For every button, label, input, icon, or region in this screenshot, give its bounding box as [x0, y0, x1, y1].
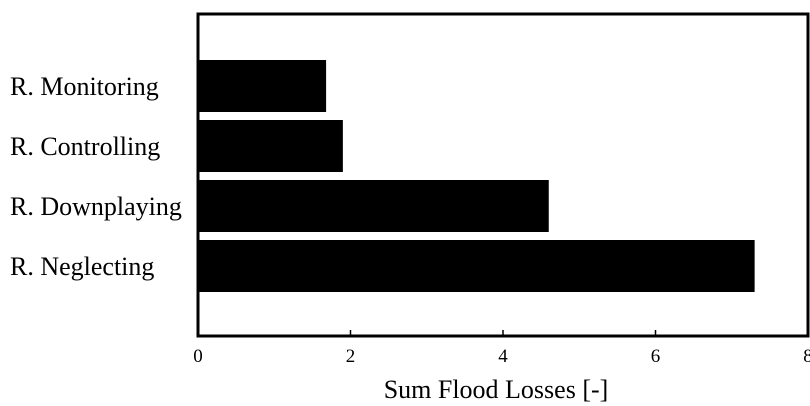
- bars-group: [198, 60, 755, 292]
- x-tick-label: 2: [346, 346, 356, 367]
- x-tick-label: 4: [498, 346, 508, 367]
- category-labels: R. Monitoring R. Controlling R. Downplayin…: [10, 72, 182, 281]
- x-tick-label: 6: [651, 346, 661, 367]
- category-label: R. Controlling: [10, 132, 160, 161]
- bar-r-monitoring: [198, 60, 327, 112]
- x-axis-title: Sum Flood Losses [-]: [384, 375, 609, 404]
- x-tick-label: 8: [803, 346, 810, 367]
- category-label: R. Neglecting: [10, 252, 154, 281]
- plot-frame: [196, 12, 810, 338]
- category-label: R. Downplaying: [10, 192, 182, 221]
- category-label: R. Monitoring: [10, 72, 159, 101]
- bar-r-downplaying: [198, 180, 549, 232]
- bar-r-neglecting: [198, 240, 755, 292]
- bar-r-controlling: [198, 120, 343, 172]
- x-tick-label: 0: [193, 346, 203, 367]
